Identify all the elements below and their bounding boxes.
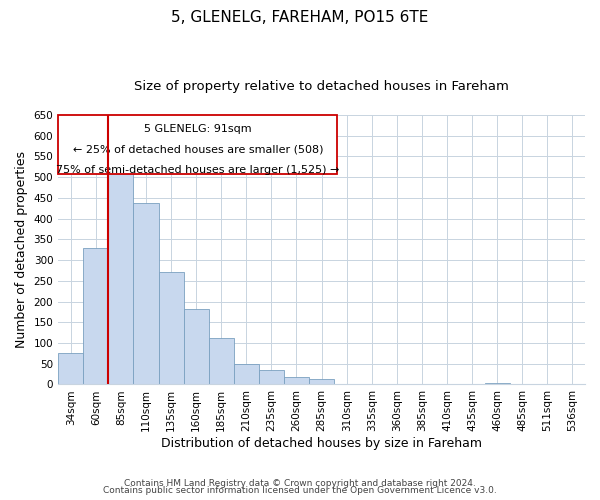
Text: 5 GLENELG: 91sqm: 5 GLENELG: 91sqm [144,124,251,134]
Text: 75% of semi-detached houses are larger (1,525) →: 75% of semi-detached houses are larger (… [56,165,340,175]
Bar [284,376,309,384]
Text: 5, GLENELG, FAREHAM, PO15 6TE: 5, GLENELG, FAREHAM, PO15 6TE [172,10,428,25]
Bar [184,309,209,384]
Bar [109,169,133,384]
Bar [158,272,184,384]
X-axis label: Distribution of detached houses by size in Fareham: Distribution of detached houses by size … [161,437,482,450]
Bar [83,248,109,384]
Text: ← 25% of detached houses are smaller (508): ← 25% of detached houses are smaller (50… [73,144,323,154]
Bar [234,364,259,384]
Bar [133,204,158,384]
Bar [485,383,510,384]
Y-axis label: Number of detached properties: Number of detached properties [15,151,28,348]
FancyBboxPatch shape [58,115,337,174]
Bar [259,370,284,384]
Bar [309,379,334,384]
Bar [209,338,234,384]
Text: Contains public sector information licensed under the Open Government Licence v3: Contains public sector information licen… [103,486,497,495]
Bar [58,354,83,384]
Text: Contains HM Land Registry data © Crown copyright and database right 2024.: Contains HM Land Registry data © Crown c… [124,478,476,488]
Title: Size of property relative to detached houses in Fareham: Size of property relative to detached ho… [134,80,509,93]
